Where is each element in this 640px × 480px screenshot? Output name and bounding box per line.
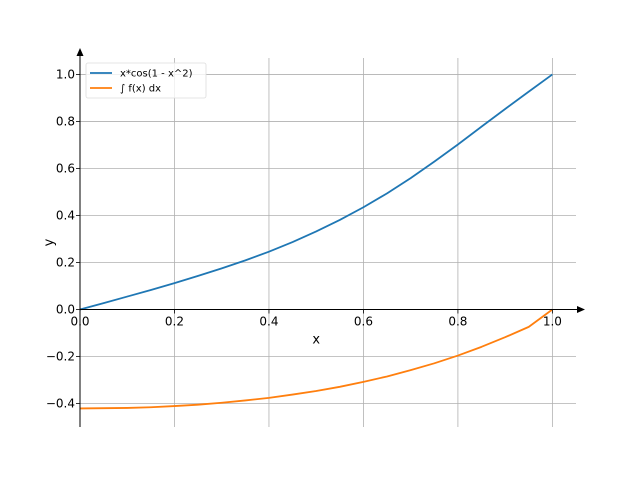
y-tick-label: 0.6 bbox=[56, 161, 75, 175]
x-tick-label: 0.8 bbox=[448, 314, 467, 328]
x-axis-arrow bbox=[577, 305, 585, 313]
series-group bbox=[79, 73, 553, 410]
x-tick-label: 0.0 bbox=[70, 314, 89, 328]
y-tick-label: 0.8 bbox=[56, 114, 75, 128]
x-axis-label: x bbox=[312, 332, 320, 347]
y-axis-arrow bbox=[76, 48, 84, 56]
tick-labels: 0.0 0.2 0.4 0.6 0.8 1.0 −0.4 −0.2 0.0 0.2 0.4 0.6 0.… bbox=[46, 67, 562, 410]
x-tick-label: 0.2 bbox=[165, 314, 184, 328]
y-axis-label: y bbox=[42, 238, 57, 246]
y-tick-label: −0.4 bbox=[46, 396, 75, 410]
legend-label-1: x*cos(1 - x^2) bbox=[120, 69, 193, 80]
legend-box bbox=[85, 62, 207, 99]
y-tick-label: 1.0 bbox=[56, 67, 75, 81]
series-line-2 bbox=[79, 308, 553, 410]
y-tick-label: 0.2 bbox=[56, 255, 75, 269]
x-tick-label: 1.0 bbox=[543, 314, 562, 328]
legend: x*cos(1 - x^2) ∫ f(x) dx bbox=[85, 62, 207, 99]
y-tick-label: 0.0 bbox=[56, 302, 75, 316]
grid bbox=[79, 58, 576, 427]
series-line-1 bbox=[79, 73, 553, 311]
x-tick-label: 0.6 bbox=[354, 314, 373, 328]
legend-label-2: ∫ f(x) dx bbox=[120, 84, 161, 95]
x-tick-label: 0.4 bbox=[259, 314, 278, 328]
y-tick-label: −0.2 bbox=[46, 349, 75, 363]
axes bbox=[76, 48, 585, 427]
y-tick-label: 0.4 bbox=[56, 208, 75, 222]
